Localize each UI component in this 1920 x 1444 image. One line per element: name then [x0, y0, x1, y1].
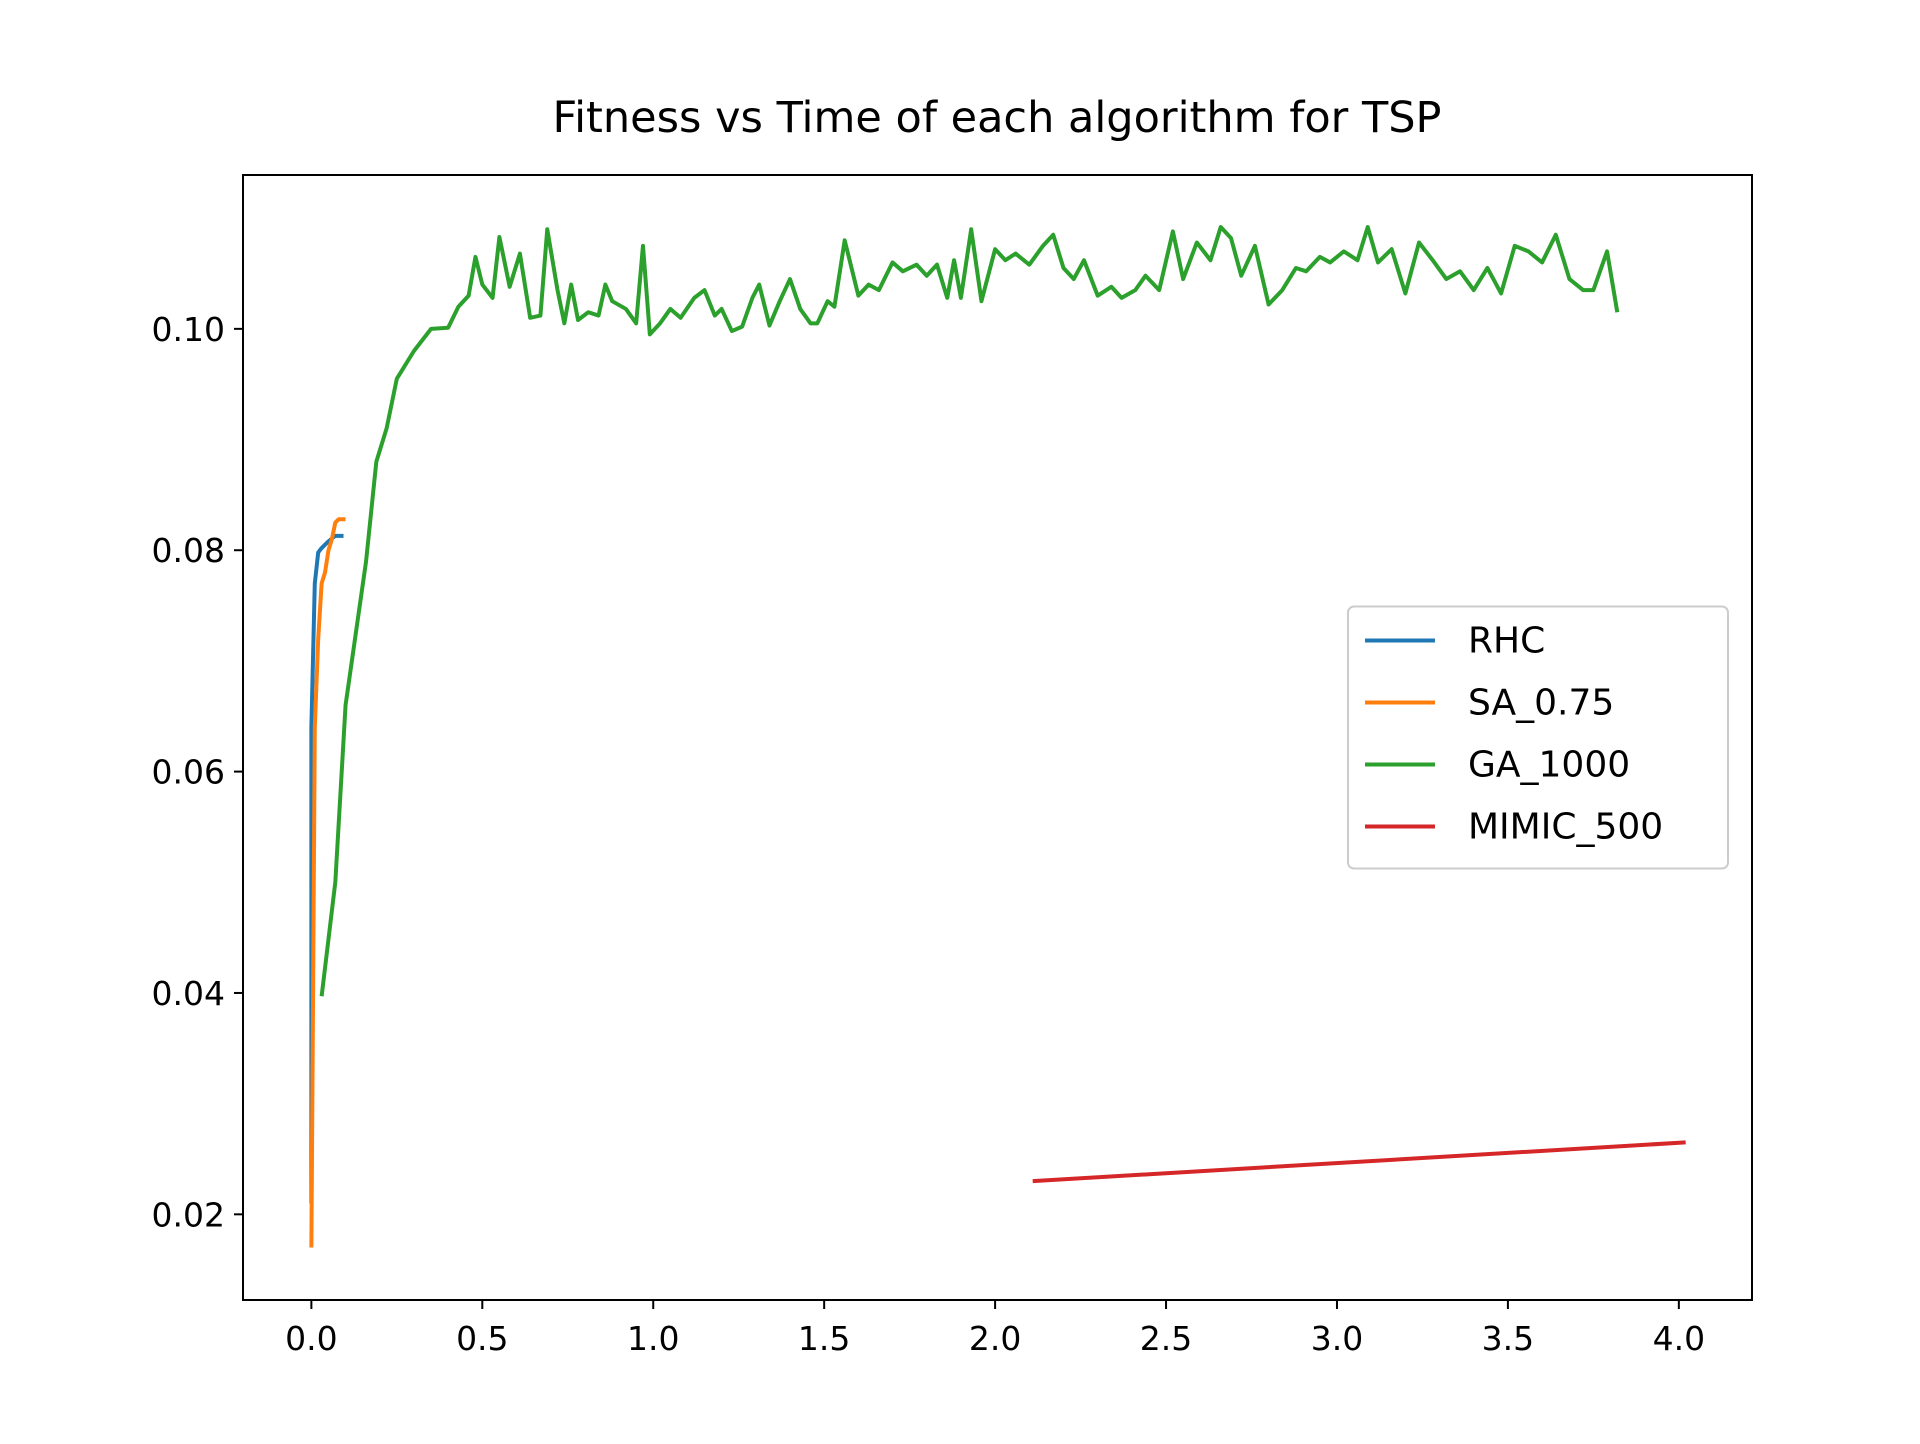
legend-label: MIMIC_500	[1468, 807, 1663, 848]
y-tick-label: 0.08	[152, 531, 225, 570]
y-tick-label: 0.02	[152, 1195, 225, 1234]
series-line	[319, 225, 1620, 997]
x-tick-label: 4.0	[1653, 1319, 1705, 1358]
chart-title: Fitness vs Time of each algorithm for TS…	[553, 93, 1442, 143]
series-line	[309, 517, 346, 1248]
x-tick-label: 0.5	[456, 1319, 508, 1358]
x-tick-label: 2.5	[1140, 1319, 1192, 1358]
x-tick-label: 3.0	[1311, 1319, 1363, 1358]
x-tick-label: 1.5	[798, 1319, 850, 1358]
x-tick-label: 3.5	[1482, 1319, 1534, 1358]
legend-box	[1347, 605, 1729, 870]
legend-label: RHC	[1468, 621, 1545, 662]
y-tick-label: 0.06	[152, 753, 225, 792]
x-tick-label: 2.0	[969, 1319, 1021, 1358]
y-tick-label: 0.10	[152, 310, 225, 349]
legend-label: SA_0.75	[1468, 683, 1614, 724]
plot-frame	[242, 174, 1753, 1301]
series-line	[1032, 1140, 1686, 1184]
legend-label: GA_1000	[1468, 745, 1630, 786]
y-tick-label: 0.04	[152, 974, 225, 1013]
x-tick-label: 0.0	[285, 1319, 337, 1358]
x-tick-label: 1.0	[627, 1319, 679, 1358]
